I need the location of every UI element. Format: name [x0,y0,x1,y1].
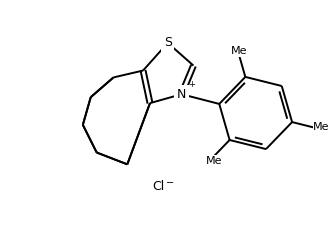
Text: Me: Me [206,156,223,166]
Text: Me: Me [231,46,248,56]
Text: Me: Me [313,122,330,132]
Text: −: − [166,178,174,188]
Text: Cl: Cl [152,180,164,193]
Text: +: + [189,80,195,89]
Text: N: N [177,88,186,101]
Text: S: S [164,36,172,49]
